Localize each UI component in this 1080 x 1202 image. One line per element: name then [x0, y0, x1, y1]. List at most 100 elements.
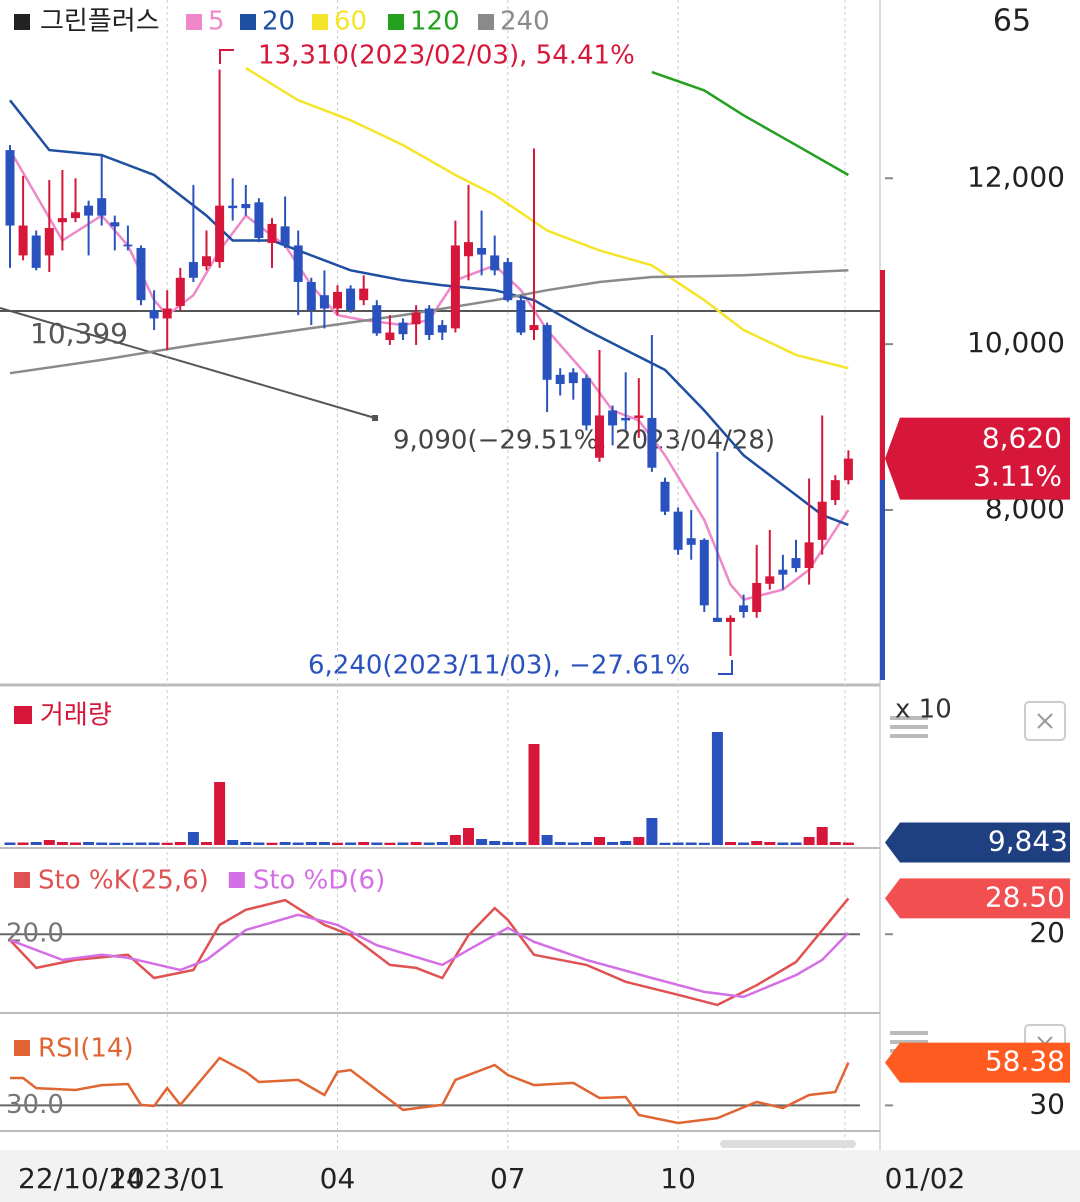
- volume-bar: [842, 842, 854, 845]
- candle-body: [686, 538, 696, 545]
- y-tick-label: 12,000: [967, 160, 1065, 193]
- candle-body: [228, 205, 238, 209]
- volume-bar: [201, 842, 212, 845]
- volume-bar: [489, 841, 501, 845]
- x-tick-label: 2023/01: [109, 1162, 225, 1195]
- candle-body: [464, 242, 473, 257]
- candle-body: [293, 245, 303, 282]
- candle-body: [398, 322, 408, 335]
- candle-body: [529, 325, 539, 331]
- volume-bar: [764, 842, 776, 845]
- candle-body: [568, 372, 578, 384]
- volume-bar: [240, 842, 252, 845]
- range-bar-up: [880, 270, 885, 480]
- candle-body: [804, 542, 814, 569]
- candle-body: [608, 410, 618, 426]
- drag-handle[interactable]: [890, 716, 928, 1053]
- candle-body: [202, 256, 211, 267]
- volume-bar: [449, 835, 461, 845]
- volume-bar: [345, 842, 357, 845]
- volume-bar: [43, 840, 55, 845]
- volume-bar: [698, 842, 710, 845]
- candle-body: [31, 235, 41, 268]
- volume-bar: [122, 842, 134, 845]
- x-tick-label: 22/10/14: [18, 1162, 144, 1195]
- legend-swatch: [478, 14, 494, 30]
- volume-title-swatch: [14, 706, 32, 724]
- volume-bar: [371, 842, 383, 845]
- volume-bar: [397, 842, 409, 845]
- volume-bar: [633, 837, 645, 845]
- legend-label: RSI(14): [38, 1034, 134, 1064]
- volume-bar: [266, 842, 278, 845]
- volume-bar: [279, 842, 291, 845]
- volume-bar: [292, 842, 304, 845]
- top-label: 65: [993, 4, 1031, 39]
- candle-body: [280, 226, 290, 246]
- candle-body: [739, 605, 749, 612]
- candle-body: [241, 204, 251, 209]
- candle-body: [254, 202, 264, 238]
- candle-body: [411, 312, 421, 325]
- y-tick-label: 10,000: [967, 326, 1065, 359]
- volume-bar: [305, 842, 317, 845]
- line: [9, 99, 849, 527]
- candle-body: [372, 305, 382, 334]
- volume-bar: [109, 842, 121, 845]
- candle-body: [581, 378, 591, 426]
- volume-bar: [253, 842, 265, 845]
- trend-line: [0, 307, 376, 419]
- volume-bar: [318, 842, 330, 845]
- volume-bar: [594, 837, 605, 845]
- candle-body: [647, 417, 657, 468]
- volume-bar: [4, 842, 16, 845]
- volume-bar: [620, 841, 632, 845]
- candle-body: [215, 205, 225, 263]
- volume-bar: [384, 842, 396, 845]
- volume-bar: [410, 842, 422, 845]
- line: [245, 66, 849, 370]
- volume-badge-label: 9,843: [988, 825, 1068, 858]
- price-badge-label: 8,620: [982, 422, 1062, 455]
- legend-swatch: [14, 14, 30, 30]
- legend-label: 20: [262, 7, 295, 37]
- legend-title: 그린플러스: [40, 7, 160, 37]
- volume-scale-label: x 10: [895, 695, 952, 725]
- reference-label: 30.0: [6, 1090, 64, 1120]
- indicator-badge: [885, 1042, 1070, 1083]
- price-badge: [885, 417, 1070, 500]
- candle-body: [57, 218, 67, 223]
- legend-swatch: [186, 14, 202, 30]
- x-tick-label: 04: [320, 1162, 356, 1195]
- volume-bar: [528, 744, 540, 845]
- candle-body: [712, 617, 722, 622]
- candle-body: [660, 481, 670, 512]
- low-note: 6,240(2023/11/03), −27.61%: [308, 651, 690, 681]
- mid-note: 9,090(−29.51%, 2023/04/28): [393, 426, 775, 456]
- scrollbar[interactable]: [720, 1140, 856, 1148]
- close-icon: [1037, 713, 1053, 729]
- candle-body: [359, 288, 369, 301]
- candle-body: [162, 308, 172, 319]
- candle-body: [621, 417, 631, 421]
- volume-bar: [554, 842, 566, 845]
- candle-body: [595, 415, 604, 458]
- legend-swatch: [312, 14, 328, 30]
- candle-body: [71, 212, 80, 219]
- volume-bar: [476, 839, 488, 845]
- volume-bar: [790, 842, 802, 845]
- reference-label: 20.0: [6, 919, 64, 949]
- volume-bar: [436, 842, 448, 845]
- legend-label: Sto %K(25,6): [38, 866, 209, 896]
- volume-bar: [56, 842, 68, 845]
- candle-body: [765, 576, 775, 584]
- indicator-badge: [885, 878, 1070, 919]
- candle-body: [673, 511, 683, 550]
- volume-bar: [751, 841, 763, 845]
- candle-body: [136, 247, 146, 301]
- legend-swatch: [240, 14, 256, 30]
- line: [9, 269, 849, 375]
- volume-bar: [358, 842, 370, 845]
- x-end-label: 01/02: [885, 1162, 966, 1195]
